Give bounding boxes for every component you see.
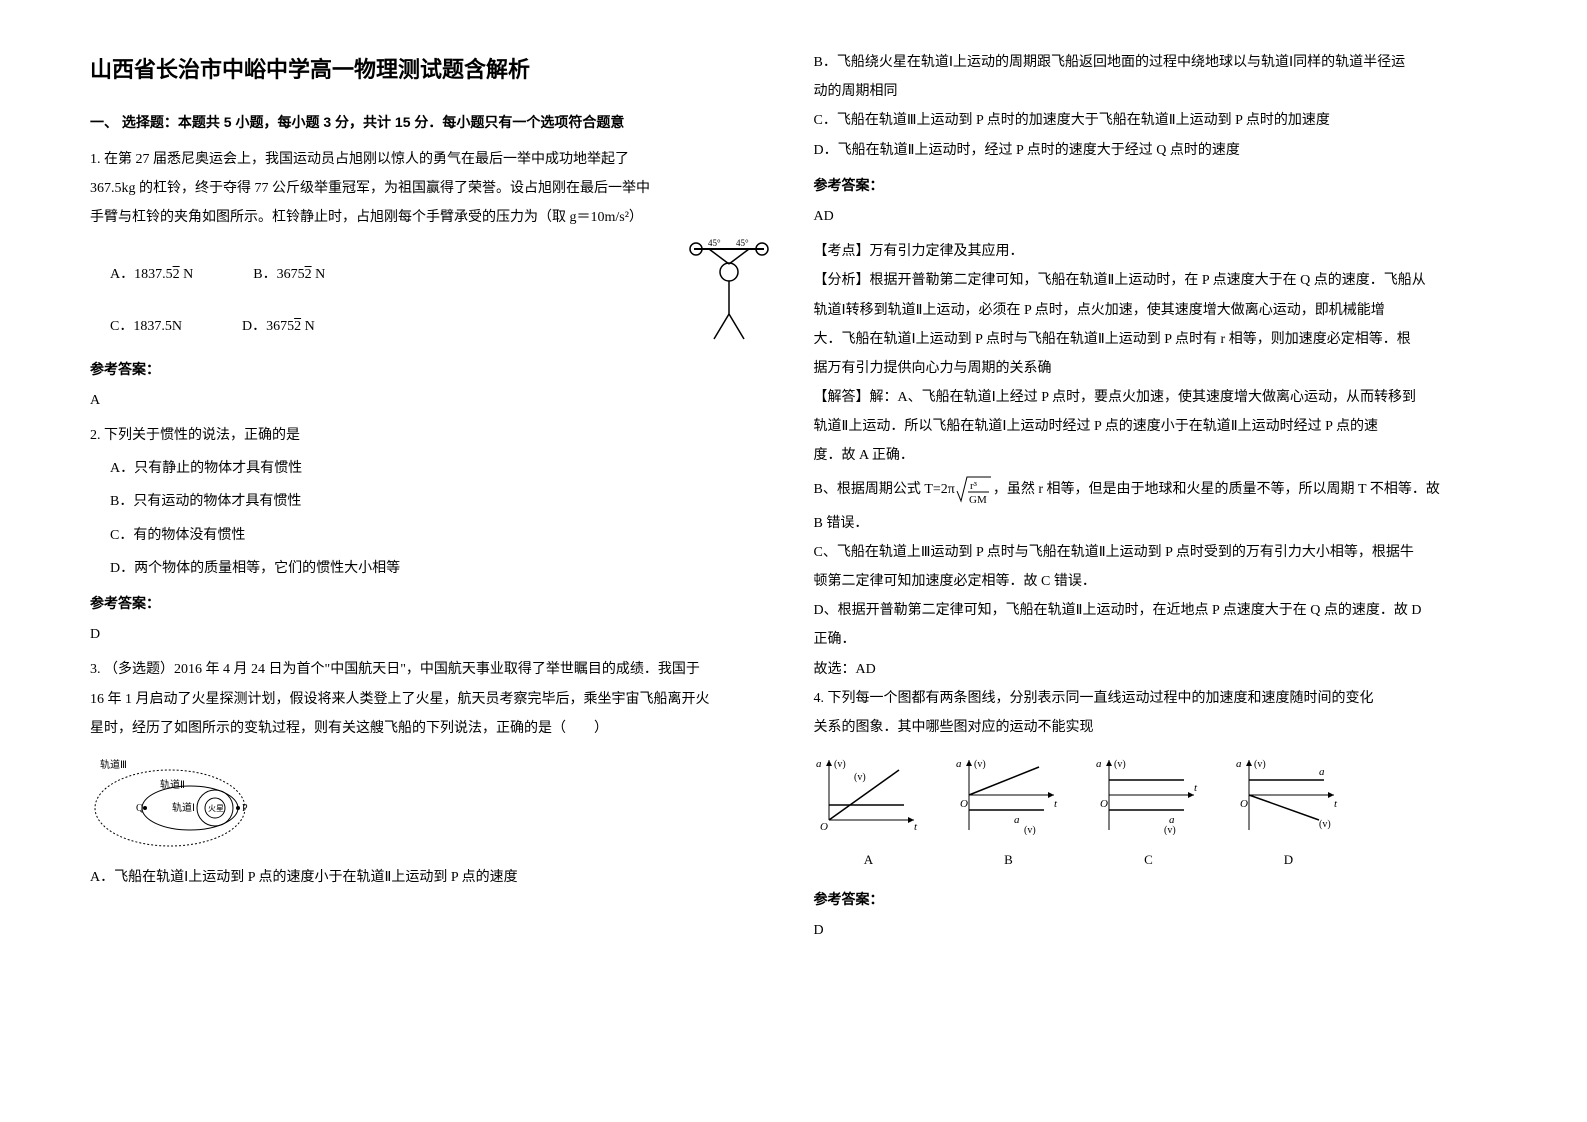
q4-answer: D <box>814 918 1498 943</box>
q4-chart-b: a (v) O t a (v) B <box>954 755 1064 872</box>
q4-chart-c: a (v) O t a (v) C <box>1094 755 1204 872</box>
svg-text:(v): (v) <box>1024 825 1036 835</box>
q2-option-b: B．只有运动的物体才具有惯性 <box>110 489 774 514</box>
q3-line3: 星时，经历了如图所示的变轨过程，则有关这艘飞船的下列说法，正确的是（ ） <box>90 716 774 741</box>
svg-text:O: O <box>1240 798 1248 810</box>
chart-b-label: B <box>954 848 1064 871</box>
q3-sol-b2: B 错误． <box>814 511 1498 536</box>
q1-line1: 1. 在第 27 届悉尼奥运会上，我国运动员占旭刚以惊人的勇气在最后一举中成功地… <box>90 147 774 172</box>
q3-orbit-diagram: 火星 轨道Ⅲ 轨道Ⅱ 轨道Ⅰ Q P <box>90 753 270 848</box>
svg-text:a: a <box>1096 758 1102 770</box>
q1-diagram: 45° 45° <box>684 234 774 344</box>
q1-answer-label: 参考答案： <box>90 357 774 382</box>
q2-stem: 2. 下列关于惯性的说法，正确的是 <box>90 423 774 448</box>
q1-line3: 手臂与杠铃的夹角如图所示。杠铃静止时，占旭刚每个手臂承受的压力为（取 g＝10m… <box>90 205 774 230</box>
q1-option-a: A．1837.52 N <box>110 262 193 287</box>
svg-text:(v): (v) <box>1164 825 1176 835</box>
formula-sqrt-icon: r³ GM <box>955 473 993 507</box>
svg-text:(v): (v) <box>1114 759 1126 770</box>
q3-sol-d1: D、根据开普勒第二定律可知，飞船在轨道Ⅱ上运动时，在近地点 P 点速度大于在 Q… <box>814 598 1498 623</box>
q4-chart-a: a (v) O t (v) A <box>814 755 924 872</box>
q3-sol-2: 轨道Ⅱ上运动．所以飞船在轨道Ⅰ上运动时经过 P 点的速度小于在轨道Ⅱ上运动时经过… <box>814 414 1498 439</box>
q3-sol-d2: 正确． <box>814 627 1498 652</box>
q3-point: 【考点】万有引力定律及其应用． <box>814 239 1498 264</box>
q3-option-d: D．飞船在轨道Ⅱ上运动时，经过 P 点时的速度大于经过 Q 点时的速度 <box>814 138 1498 163</box>
q4-chart-d: a (v) O t a (v) D <box>1234 755 1344 872</box>
q1-option-c: C．1837.5N <box>110 314 182 339</box>
svg-text:(v): (v) <box>1319 819 1331 830</box>
svg-text:(v): (v) <box>834 759 846 770</box>
q3-sol-b: B、根据周期公式 T=2π r³ GM ，虽然 r 相等，但是由于地球和火星的质… <box>814 473 1498 507</box>
section-1-head: 一、 选择题：本题共 5 小题，每小题 3 分，共计 15 分．每小题只有一个选… <box>90 110 774 135</box>
svg-text:轨道Ⅰ: 轨道Ⅰ <box>172 801 195 814</box>
q3-ana-2: 轨道Ⅰ转移到轨道Ⅱ上运动，必须在 P 点时，点火加速，使其速度增大做离心运动，即… <box>814 298 1498 323</box>
svg-text:t: t <box>1334 798 1338 810</box>
q1-options-block: A．1837.52 N B．36752 N C．1837.5N D．36752 … <box>90 234 774 346</box>
svg-text:t: t <box>1194 782 1198 794</box>
q2-answer-label: 参考答案： <box>90 591 774 616</box>
q2-option-d: D．两个物体的质量相等，它们的惯性大小相等 <box>110 556 774 581</box>
q3-option-b-l1: B．飞船绕火星在轨道Ⅰ上运动的周期跟飞船返回地面的过程中绕地球以与轨道Ⅰ同样的轨… <box>814 50 1498 75</box>
q3-sol-final: 故选：AD <box>814 657 1498 682</box>
chart-d-label: D <box>1234 848 1344 871</box>
svg-text:火星: 火星 <box>208 804 224 813</box>
svg-text:a: a <box>1319 766 1325 778</box>
q3-sol-c1: C、飞船在轨道上Ⅲ运动到 P 点时与飞船在轨道Ⅱ上运动到 P 点时受到的万有引力… <box>814 540 1498 565</box>
q3-answer-label: 参考答案： <box>814 173 1498 198</box>
svg-text:45°: 45° <box>736 238 749 248</box>
q1-line2: 367.5kg 的杠铃，终于夺得 77 公斤级举重冠军，为祖国赢得了荣誉。设占旭… <box>90 176 774 201</box>
svg-text:O: O <box>960 798 968 810</box>
svg-text:Q: Q <box>136 803 144 814</box>
q3-ana-3: 大．飞船在轨道Ⅰ上运动到 P 点时与飞船在轨道Ⅱ上运动到 P 点时有 r 相等，… <box>814 327 1498 352</box>
svg-text:a: a <box>1014 814 1020 826</box>
svg-text:45°: 45° <box>708 238 721 248</box>
page-title: 山西省长治市中峪中学高一物理测试题含解析 <box>90 50 774 90</box>
q2-answer: D <box>90 622 774 647</box>
svg-text:r³: r³ <box>970 480 978 492</box>
q3-ana-4: 据万有引力提供向心力与周期的关系确 <box>814 356 1498 381</box>
svg-text:a: a <box>1236 758 1242 770</box>
q4-line1: 4. 下列每一个图都有两条图线，分别表示同一直线运动过程中的加速度和速度随时间的… <box>814 686 1498 711</box>
right-column: B．飞船绕火星在轨道Ⅰ上运动的周期跟飞船返回地面的过程中绕地球以与轨道Ⅰ同样的轨… <box>814 50 1498 953</box>
svg-text:(v): (v) <box>974 759 986 770</box>
q3-sol-1: 【解答】解：A、飞船在轨道Ⅰ上经过 P 点时，要点火加速，使其速度增大做离心运动… <box>814 385 1498 410</box>
svg-text:GM: GM <box>969 494 987 506</box>
q2-option-a: A．只有静止的物体才具有惯性 <box>110 456 774 481</box>
svg-text:t: t <box>914 821 918 833</box>
svg-text:a: a <box>956 758 962 770</box>
q3-line2: 16 年 1 月启动了火星探测计划，假设将来人类登上了火星，航天员考察完毕后，乘… <box>90 687 774 712</box>
q2-option-c: C．有的物体没有惯性 <box>110 523 774 548</box>
q1-option-b: B．36752 N <box>253 262 325 287</box>
chart-a-label: A <box>814 848 924 871</box>
svg-text:轨道Ⅲ: 轨道Ⅲ <box>100 758 127 771</box>
q3-answer: AD <box>814 204 1498 229</box>
q1-option-d: D．36752 N <box>242 314 315 339</box>
svg-text:轨道Ⅱ: 轨道Ⅱ <box>160 778 185 791</box>
svg-text:(v): (v) <box>1254 759 1266 770</box>
q3-line1: 3. （多选题）2016 年 4 月 24 日为首个"中国航天日"，中国航天事业… <box>90 657 774 682</box>
svg-text:O: O <box>1100 798 1108 810</box>
q4-answer-label: 参考答案： <box>814 887 1498 912</box>
left-column: 山西省长治市中峪中学高一物理测试题含解析 一、 选择题：本题共 5 小题，每小题… <box>90 50 774 953</box>
q3-option-c: C．飞船在轨道Ⅲ上运动到 P 点时的加速度大于飞船在轨道Ⅱ上运动到 P 点时的加… <box>814 108 1498 133</box>
q3-option-b-l2: 动的周期相同 <box>814 79 1498 104</box>
q4-charts: a (v) O t (v) A a (v) O t <box>814 755 1498 872</box>
q3-option-a: A．飞船在轨道Ⅰ上运动到 P 点的速度小于在轨道Ⅱ上运动到 P 点的速度 <box>90 865 774 890</box>
q3-sol-c2: 顿第二定律可知加速度必定相等．故 C 错误． <box>814 569 1498 594</box>
svg-text:a: a <box>816 758 822 770</box>
chart-c-label: C <box>1094 848 1204 871</box>
svg-text:O: O <box>820 821 828 833</box>
svg-text:t: t <box>1054 798 1058 810</box>
q1-answer: A <box>90 388 774 413</box>
q3-sol-3: 度．故 A 正确． <box>814 443 1498 468</box>
q4-line2: 关系的图象．其中哪些图对应的运动不能实现 <box>814 715 1498 740</box>
svg-text:(v): (v) <box>854 772 866 783</box>
q3-ana-1: 【分析】根据开普勒第二定律可知，飞船在轨道Ⅱ上运动时，在 P 点速度大于在 Q … <box>814 268 1498 293</box>
svg-text:P: P <box>242 803 248 814</box>
